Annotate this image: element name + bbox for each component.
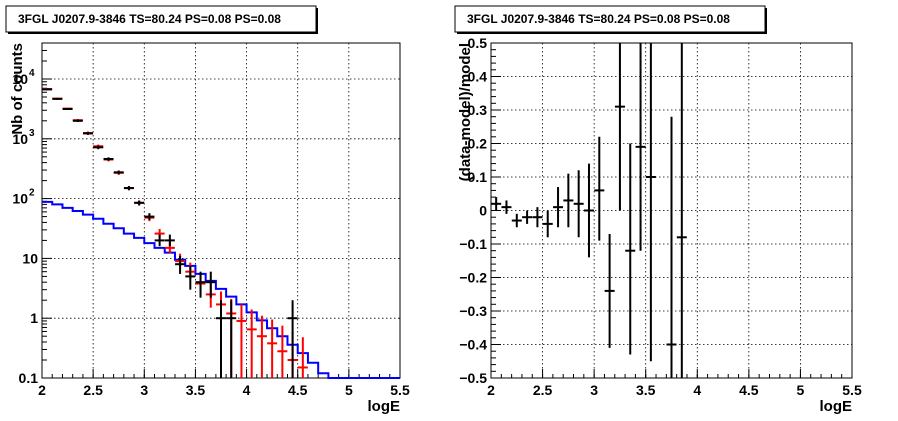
panel1-x-tick-label: 2.5 (83, 382, 103, 398)
panel2-y-tick-label: −0.5 (459, 370, 487, 386)
panel2-y-axis-label: (data-model)/model (457, 43, 474, 181)
panel1-y-tick-label: 1 (30, 310, 38, 326)
panel2-x-tick-label: 5 (797, 382, 805, 398)
panel1-title-box (5, 5, 317, 33)
panel1-y-tick-label: 10 (12, 131, 28, 147)
panel1-x-tick-label: 2 (38, 382, 46, 398)
panel2-x-axis-label: logE (820, 398, 853, 415)
panel1-y-axis-label: Nb of counts (9, 43, 26, 135)
panel1-y-tick-exponent: 3 (29, 128, 35, 139)
panel1-x-tick-label: 3.5 (186, 382, 206, 398)
panel2-y-tick-label: 0.1 (468, 169, 488, 185)
panel2-x-tick-label: 2.5 (533, 382, 553, 398)
panel2-x-tick-label: 4.5 (739, 382, 759, 398)
panel2-x-tick-label: 2 (487, 382, 495, 398)
panel1-x-tick-label: 5.5 (390, 382, 410, 398)
panel2-y-tick-label: 0.3 (468, 102, 488, 118)
panel2-x-tick-label: 4 (693, 382, 701, 398)
panel1-y-tick-label: 10 (12, 71, 28, 87)
panel2-y-tick-label: 0.2 (468, 136, 488, 152)
panel2-y-tick-label: 0.5 (468, 35, 488, 51)
panel2-y-tick-label: 0 (479, 203, 487, 219)
panel1-x-tick-label: 4.5 (288, 382, 308, 398)
panel2-x-tick-label: 5.5 (842, 382, 862, 398)
panel2-y-tick-label: −0.2 (459, 270, 487, 286)
panel1-y-tick-label: 10 (12, 191, 28, 207)
panel1-y-tick-exponent: 4 (29, 68, 35, 79)
panel2-x-tick-label: 3.5 (636, 382, 656, 398)
panel2-y-tick-label: −0.4 (459, 337, 487, 353)
panel2-title-box (454, 5, 766, 33)
panel2-y-tick-label: 0.4 (468, 69, 488, 85)
panel1-x-tick-label: 5 (345, 382, 353, 398)
panel2-x-tick-label: 3 (590, 382, 598, 398)
panel1-y-tick-label: 0.1 (19, 370, 39, 386)
panel1-y-tick-exponent: 2 (29, 188, 35, 199)
panel1-y-tick-label: 10 (22, 250, 38, 266)
panel2-y-tick-label: −0.3 (459, 303, 487, 319)
panel1-x-tick-label: 4 (243, 382, 251, 398)
panel1-x-tick-label: 3 (140, 382, 148, 398)
panel1-model-histogram (42, 200, 400, 379)
panel1-x-axis-label: logE (368, 398, 401, 415)
panel1-title: 3FGL J0207.9-3846 TS=80.24 PS=0.08 PS=0.… (18, 12, 281, 26)
panel2-title: 3FGL J0207.9-3846 TS=80.24 PS=0.08 PS=0.… (467, 12, 730, 26)
panel2-y-tick-label: −0.1 (459, 236, 487, 252)
